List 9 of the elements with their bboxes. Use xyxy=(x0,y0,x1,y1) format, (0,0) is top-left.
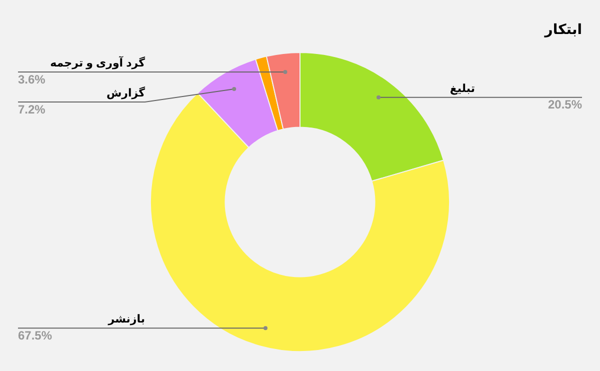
data-label: 20.5% xyxy=(548,98,582,112)
slice-label: بازنشر xyxy=(107,314,145,326)
data-label: 67.5% xyxy=(18,328,52,342)
slice-label: تبلیغ xyxy=(450,82,475,95)
data-label: 7.2% xyxy=(18,102,46,116)
chart-title: ابتکار xyxy=(544,20,582,38)
data-label: 3.6% xyxy=(18,72,46,86)
slice-label: گزارش xyxy=(106,86,146,100)
slice-label: گرد آوری و ترجمه xyxy=(50,56,146,70)
